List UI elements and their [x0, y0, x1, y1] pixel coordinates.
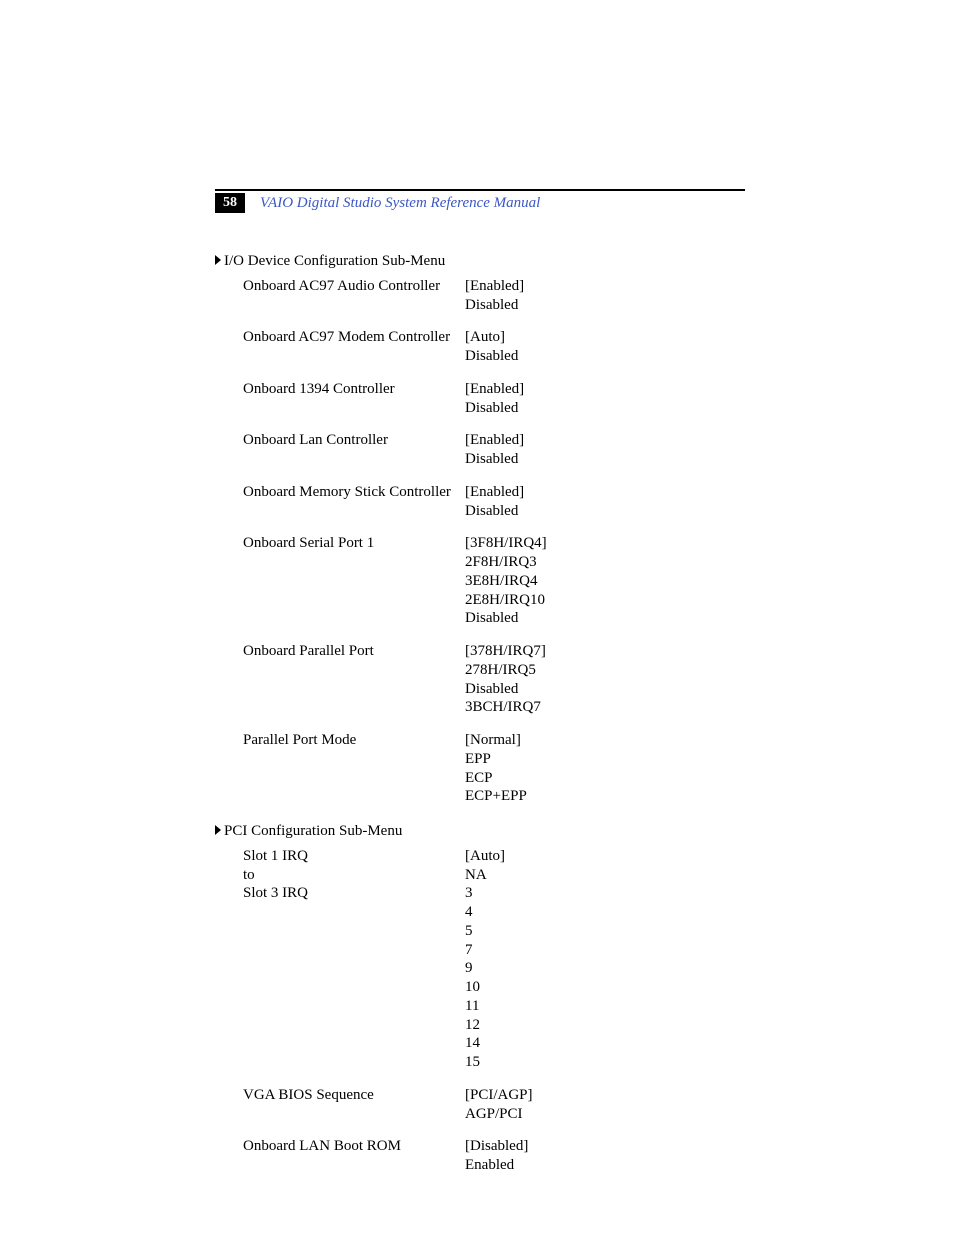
config-value: EPP — [465, 750, 745, 769]
config-value: 5 — [465, 922, 745, 941]
header-title: VAIO Digital Studio System Reference Man… — [260, 195, 540, 212]
config-value: [Disabled] — [465, 1137, 745, 1156]
config-row: Onboard Serial Port 1 [3F8H/IRQ4] 2F8H/I… — [243, 534, 745, 628]
config-row: Onboard Lan Controller [Enabled] Disable… — [243, 431, 745, 469]
config-value: Disabled — [465, 450, 745, 469]
config-value: 10 — [465, 978, 745, 997]
config-values: [Enabled] Disabled — [465, 483, 745, 521]
submenu-title: PCI Configuration Sub-Menu — [224, 822, 402, 841]
config-value: 3BCH/IRQ7 — [465, 698, 745, 717]
config-value: Disabled — [465, 296, 745, 315]
page-number-box: 58 — [215, 193, 245, 213]
config-label: Onboard Memory Stick Controller — [243, 483, 465, 521]
config-value: 11 — [465, 997, 745, 1016]
triangle-right-icon — [215, 255, 221, 265]
config-value: 2F8H/IRQ3 — [465, 553, 745, 572]
config-label: Onboard LAN Boot ROM — [243, 1137, 465, 1175]
config-value: [Enabled] — [465, 483, 745, 502]
config-value: Disabled — [465, 502, 745, 521]
config-value: 15 — [465, 1053, 745, 1072]
config-values: [Auto] NA 3 4 5 7 9 10 11 12 14 15 — [465, 847, 745, 1072]
config-label: Onboard Serial Port 1 — [243, 534, 465, 628]
config-value: Disabled — [465, 399, 745, 418]
config-label: Onboard Parallel Port — [243, 642, 465, 717]
config-label: Onboard Lan Controller — [243, 431, 465, 469]
config-label: Parallel Port Mode — [243, 731, 465, 806]
config-row: VGA BIOS Sequence [PCI/AGP] AGP/PCI — [243, 1086, 745, 1124]
config-row: Onboard Memory Stick Controller [Enabled… — [243, 483, 745, 521]
config-value: [Auto] — [465, 847, 745, 866]
config-value: 12 — [465, 1016, 745, 1035]
config-value: Enabled — [465, 1156, 745, 1175]
config-value: 14 — [465, 1034, 745, 1053]
config-values: [Normal] EPP ECP ECP+EPP — [465, 731, 745, 806]
config-values: [Enabled] Disabled — [465, 431, 745, 469]
config-value: 9 — [465, 959, 745, 978]
config-value: [Enabled] — [465, 277, 745, 296]
config-row: Parallel Port Mode [Normal] EPP ECP ECP+… — [243, 731, 745, 806]
config-value: 3E8H/IRQ4 — [465, 572, 745, 591]
config-row: Onboard AC97 Audio Controller [Enabled] … — [243, 277, 745, 315]
config-values: [3F8H/IRQ4] 2F8H/IRQ3 3E8H/IRQ4 2E8H/IRQ… — [465, 534, 745, 628]
config-value: Disabled — [465, 347, 745, 366]
config-value: [PCI/AGP] — [465, 1086, 745, 1105]
submenu-title: I/O Device Configuration Sub-Menu — [224, 252, 445, 271]
config-values: [Auto] Disabled — [465, 328, 745, 366]
config-row: Onboard AC97 Modem Controller [Auto] Dis… — [243, 328, 745, 366]
config-value: [Auto] — [465, 328, 745, 347]
config-values: [Disabled] Enabled — [465, 1137, 745, 1175]
config-label: VGA BIOS Sequence — [243, 1086, 465, 1124]
config-value: [Enabled] — [465, 431, 745, 450]
content: I/O Device Configuration Sub-Menu Onboar… — [215, 250, 745, 1189]
config-value: [3F8H/IRQ4] — [465, 534, 745, 553]
config-label: Onboard AC97 Modem Controller — [243, 328, 465, 366]
config-row: Onboard LAN Boot ROM [Disabled] Enabled — [243, 1137, 745, 1175]
config-values: [378H/IRQ7] 278H/IRQ5 Disabled 3BCH/IRQ7 — [465, 642, 745, 717]
config-value: [Enabled] — [465, 380, 745, 399]
config-value: [Normal] — [465, 731, 745, 750]
config-values: [Enabled] Disabled — [465, 380, 745, 418]
config-value: 7 — [465, 941, 745, 960]
config-row: Onboard 1394 Controller [Enabled] Disabl… — [243, 380, 745, 418]
config-values: [PCI/AGP] AGP/PCI — [465, 1086, 745, 1124]
config-value: 3 — [465, 884, 745, 903]
config-label: Onboard 1394 Controller — [243, 380, 465, 418]
config-value: NA — [465, 866, 745, 885]
config-label: Onboard AC97 Audio Controller — [243, 277, 465, 315]
config-value: ECP+EPP — [465, 787, 745, 806]
triangle-right-icon — [215, 825, 221, 835]
submenu-header: PCI Configuration Sub-Menu — [215, 820, 745, 841]
config-label: Slot 1 IRQ to Slot 3 IRQ — [243, 847, 465, 1072]
config-values: [Enabled] Disabled — [465, 277, 745, 315]
page: 58 VAIO Digital Studio System Reference … — [0, 0, 954, 1235]
config-value: [378H/IRQ7] — [465, 642, 745, 661]
config-row: Slot 1 IRQ to Slot 3 IRQ [Auto] NA 3 4 5… — [243, 847, 745, 1072]
config-value: Disabled — [465, 609, 745, 628]
header-rule — [215, 189, 745, 191]
config-value: 4 — [465, 903, 745, 922]
submenu-header: I/O Device Configuration Sub-Menu — [215, 250, 745, 271]
config-value: ECP — [465, 769, 745, 788]
config-value: 2E8H/IRQ10 — [465, 591, 745, 610]
config-row: Onboard Parallel Port [378H/IRQ7] 278H/I… — [243, 642, 745, 717]
config-value: 278H/IRQ5 — [465, 661, 745, 680]
config-value: Disabled — [465, 680, 745, 699]
config-value: AGP/PCI — [465, 1105, 745, 1124]
page-number: 58 — [223, 195, 237, 210]
